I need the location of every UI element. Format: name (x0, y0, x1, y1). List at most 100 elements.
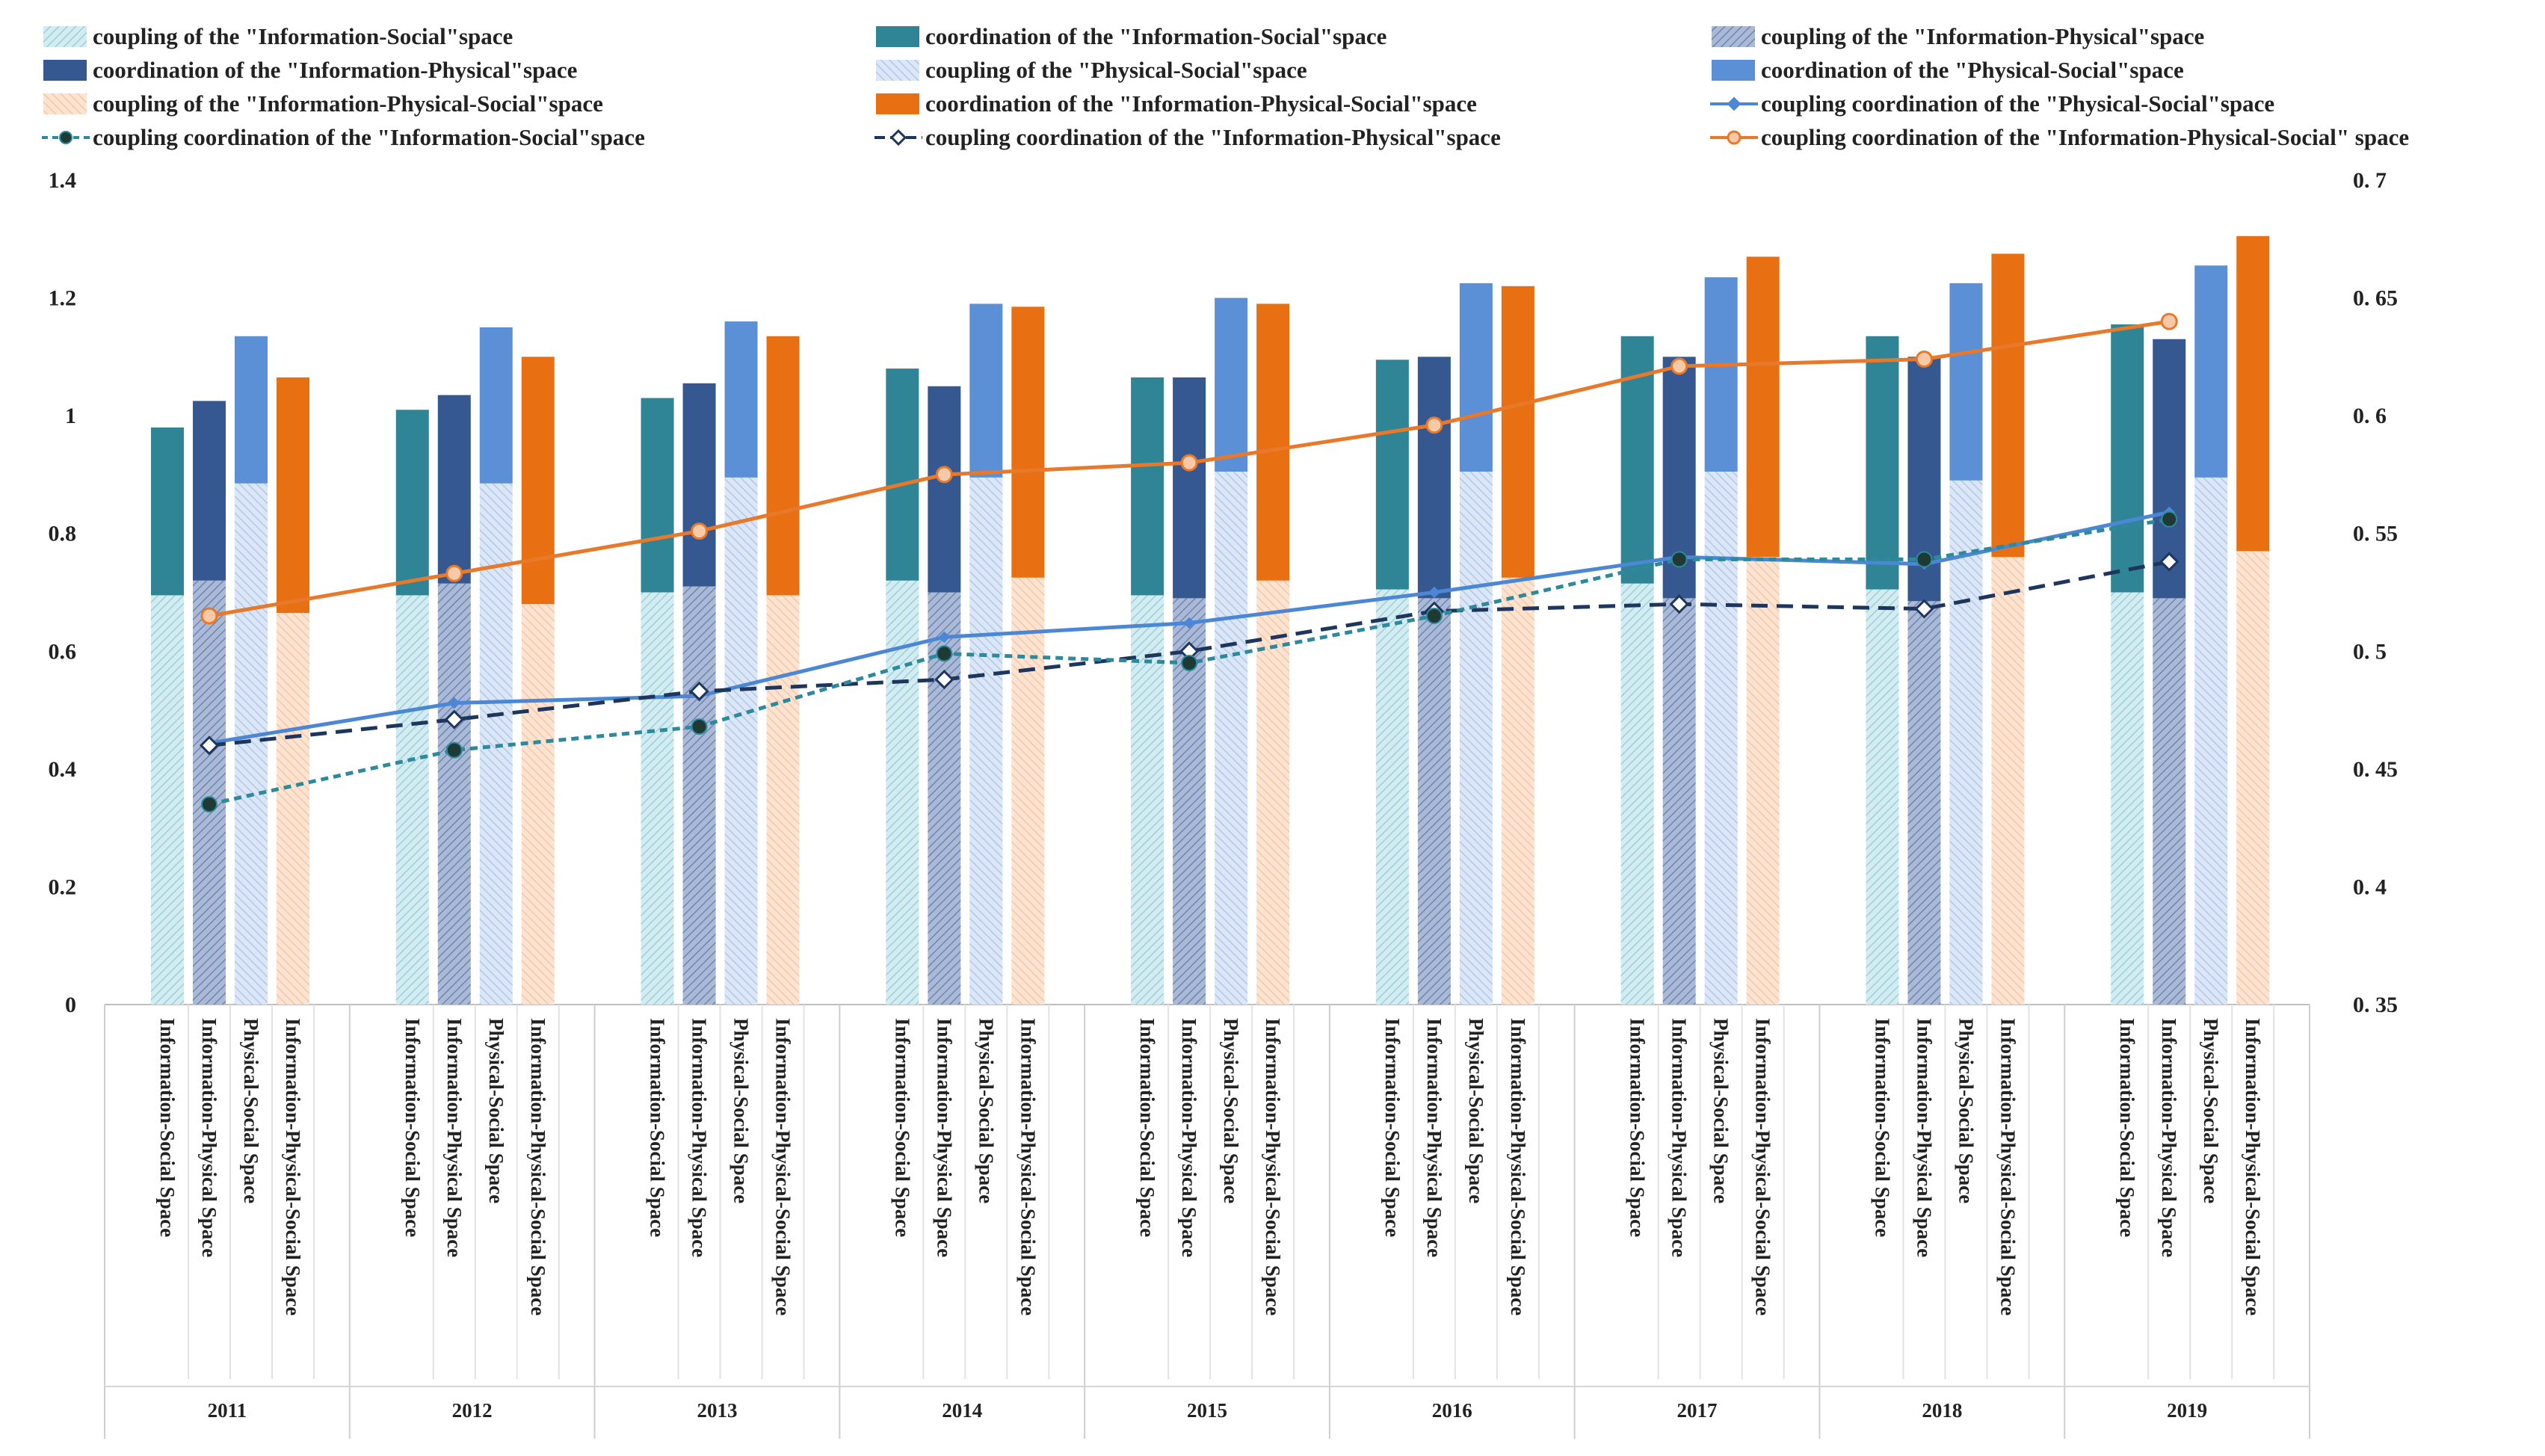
legend-item: coupling coordination of the "Informatio… (1710, 124, 2409, 150)
point-is (1671, 551, 1688, 568)
y-left-tick-label: 0.6 (49, 639, 77, 664)
point-is (445, 741, 463, 759)
legend-marker (889, 129, 907, 146)
y-left-tick-label: 1.4 (49, 168, 77, 193)
point-is (691, 718, 708, 735)
point-ips (200, 607, 218, 625)
bar-coupling-ip (437, 583, 471, 1005)
point-is (936, 645, 953, 662)
bar-coupling-ips (1746, 557, 1780, 1005)
point-ip (934, 669, 954, 690)
category-label: Information-Social Space (401, 1018, 424, 1237)
y-right-tick-label: 0. 55 (2353, 522, 2398, 546)
legend-item: coupling coordination of the "Informatio… (874, 124, 1501, 150)
bar-coordination-is (1131, 377, 1164, 596)
point-ips (691, 522, 709, 540)
year-label: 2017 (1677, 1399, 1718, 1422)
y-right-tick-label: 0. 45 (2353, 757, 2398, 782)
legend-item: coupling of the "Information-Social"spac… (43, 23, 513, 49)
legend-label: coupling of the "Information-Social"spac… (93, 23, 513, 49)
bar-coupling-ps (1459, 471, 1493, 1005)
category-label: Information-Physical-Social Space (772, 1018, 795, 1315)
bar-coupling-ip (1907, 601, 1941, 1005)
point-ps (938, 631, 951, 644)
category-label: Information-Physical Space (688, 1018, 711, 1257)
legend-item: coupling of the "Information-Physical"sp… (1712, 23, 2204, 49)
legend-marker (1727, 130, 1742, 145)
bar-coordination-is (395, 410, 429, 596)
legend-item: coupling coordination of the "Physical-S… (1710, 90, 2274, 117)
bar-coupling-is (151, 595, 184, 1005)
point-ip (444, 709, 464, 729)
legend-swatch (1712, 60, 1755, 81)
category-label: Physical-Social Space (1710, 1018, 1733, 1203)
y-left-tick-label: 0.2 (49, 874, 77, 899)
y-right-tick-label: 0. 4 (2353, 874, 2387, 899)
year-label: 2014 (942, 1399, 982, 1422)
bar-coordination-ips (1991, 253, 2025, 558)
point-ps (1183, 617, 1195, 629)
bar-coupling-ps (479, 483, 513, 1005)
legend-swatch (1712, 26, 1755, 47)
legend-swatch (876, 60, 919, 81)
bar-coupling-ips (1011, 577, 1045, 1005)
bar-coupling-ips (521, 604, 555, 1005)
legend-marker (1727, 96, 1742, 111)
bar-coordination-ip (1173, 377, 1206, 599)
legend-swatch (876, 93, 919, 114)
category-label: Information-Physical Space (198, 1018, 220, 1257)
bar-coordination-ps (1949, 283, 1983, 481)
category-label: Physical-Social Space (730, 1018, 753, 1203)
year-label: 2019 (2167, 1399, 2207, 1422)
category-label: Physical-Social Space (485, 1018, 508, 1203)
legend-label: coupling coordination of the "Informatio… (925, 124, 1501, 150)
bar-coordination-ps (1459, 283, 1493, 472)
bar-coupling-ip (2153, 598, 2186, 1005)
legend-label: coupling coordination of the "Informatio… (1761, 124, 2409, 150)
bar-coordination-ips (766, 336, 800, 596)
legend-label: coupling coordination of the "Informatio… (93, 124, 645, 150)
category-label: Information-Social Space (1626, 1018, 1649, 1237)
legend-item: coordination of the "Information-Physica… (43, 57, 577, 83)
category-label: Information-Physical-Social Space (1752, 1018, 1774, 1315)
legend-item: coupling of the "Information-Physical-So… (43, 90, 603, 117)
bar-coupling-ps (2194, 477, 2228, 1005)
legend-item: coordination of the "Physical-Social"spa… (1712, 57, 2184, 83)
category-label: Information-Physical Space (1913, 1018, 1935, 1257)
bar-coupling-is (1866, 589, 1899, 1005)
bar-coordination-ip (682, 383, 716, 587)
category-label: Information-Physical Space (1668, 1018, 1691, 1257)
category-label: Information-Physical Space (2158, 1018, 2180, 1257)
bar-coupling-ips (1256, 580, 1290, 1005)
category-label: Information-Social Space (647, 1018, 669, 1237)
bar-coupling-ip (1417, 598, 1451, 1005)
category-label: Information-Physical Space (1423, 1018, 1446, 1257)
bar-coupling-ip (682, 586, 716, 1005)
y-right-tick-label: 0. 5 (2353, 639, 2387, 664)
legend-item: coupling of the "Physical-Social"space (876, 57, 1307, 83)
bar-coupling-ps (969, 477, 1003, 1005)
category-label: Information-Physical-Social Space (527, 1018, 549, 1315)
year-label: 2015 (1187, 1399, 1227, 1422)
bar-coupling-ips (2236, 551, 2270, 1005)
bar-coordination-is (641, 398, 674, 593)
category-label: Information-Physical-Social Space (1507, 1018, 1529, 1315)
bar-coordination-ps (969, 303, 1003, 478)
legend-label: coordination of the "Information-Social"… (925, 23, 1386, 49)
bar-coordination-ps (2194, 265, 2228, 478)
bar-coupling-ps (1215, 471, 1248, 1005)
category-label: Physical-Social Space (1955, 1018, 1977, 1203)
year-label: 2016 (1432, 1399, 1472, 1422)
bar-coupling-is (1375, 589, 1409, 1005)
point-ips (2160, 312, 2178, 330)
bar-coupling-ip (193, 580, 226, 1005)
point-ps (448, 697, 460, 709)
legend-label: coupling of the "Information-Physical-So… (93, 90, 603, 117)
bar-coordination-ps (724, 321, 758, 478)
y-right-tick-label: 0. 7 (2353, 168, 2387, 193)
bar-coordination-ps (479, 327, 513, 484)
point-ips (1671, 357, 1688, 375)
y-left-tick-label: 0.4 (49, 757, 77, 782)
bar-coordination-is (886, 368, 919, 581)
